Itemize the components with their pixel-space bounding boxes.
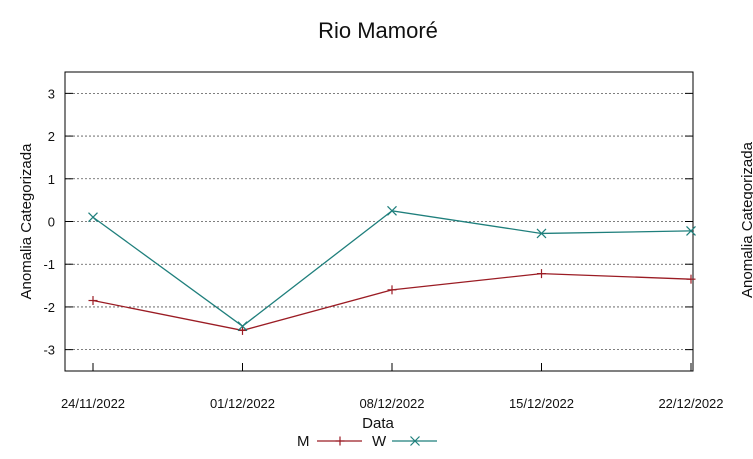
legend-label: M [297,433,310,450]
series-layer [88,205,696,335]
point-marker [88,212,98,223]
point-marker [237,321,248,332]
y-tick-label: -2 [43,300,55,315]
series-line [92,210,692,327]
x-axis-ticks: 24/11/2022 01/12/2022 08/12/2022 15/12/2022… [61,363,724,411]
x-tick-label: 01/12/2022 [210,396,275,411]
point-marker [536,228,547,239]
x-tick-label: 24/11/2022 [61,396,125,411]
y-tick-label: -1 [43,257,55,272]
x-tick-label: 15/12/2022 [509,396,574,411]
y-tick-label: -3 [43,343,55,358]
x-tick-label: 08/12/2022 [359,396,424,411]
point-marker [686,225,696,236]
y-tick-label: 3 [48,86,55,101]
point-marker [410,436,420,446]
series-W [88,205,696,332]
x-tick-label: 22/12/2022 [658,396,723,411]
y-tick-label: 1 [48,172,55,187]
y-axis-ticks: -3 -2 -1 0 1 2 3 [43,86,693,358]
right-y-axis-label: Anomalia Categorizada [739,141,753,298]
legend-label: W [372,433,387,450]
x-axis-label: Data [362,415,394,432]
y-tick-label: 0 [48,215,55,230]
series-M [88,269,696,335]
y-tick-label: 2 [48,129,55,144]
point-marker [387,205,397,216]
y-axis-label: Anomalia Categorizada [18,143,35,300]
chart-title: Rio Mamoré [318,18,438,43]
